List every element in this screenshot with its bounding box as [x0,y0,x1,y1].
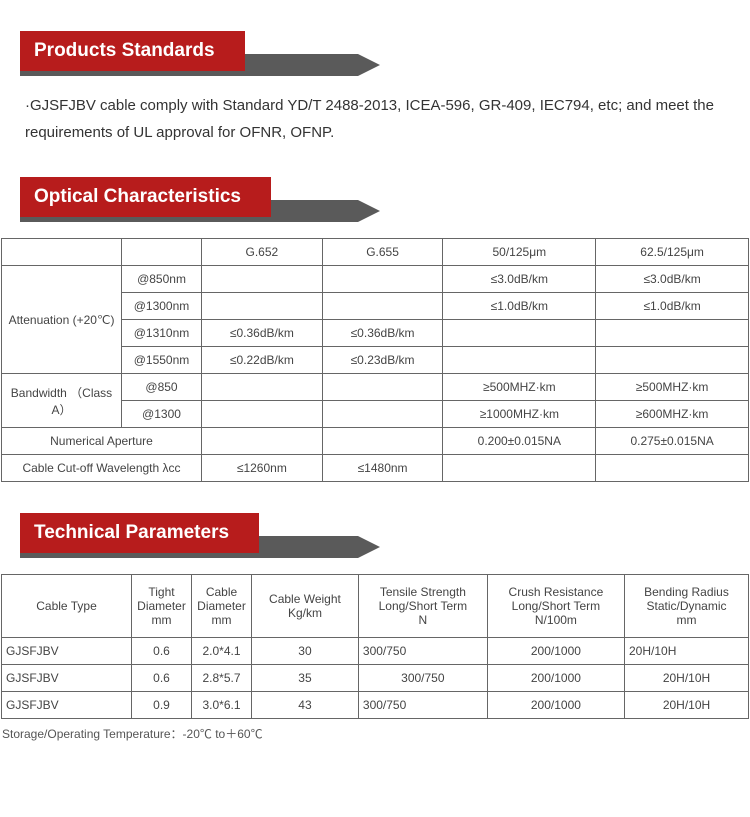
optical-title: Optical Characteristics [20,177,271,217]
technical-table: Cable Type Tight Diameter mm Cable Diame… [1,574,749,719]
table-cell [322,401,443,428]
table-cell: 3.0*6.1 [192,692,252,719]
table-cell: GJSFJBV [2,665,132,692]
table-cell [2,239,122,266]
table-header: Cable Diameter mm [192,575,252,638]
table-header: Cable Type [2,575,132,638]
table-row: Cable Cut-off Wavelength λcc ≤1260nm ≤14… [2,455,749,482]
table-cell: ≤3.0dB/km [596,266,749,293]
table-cell [122,239,202,266]
standards-header: Products Standards [20,30,750,72]
table-cell [596,320,749,347]
table-cell: 0.6 [132,638,192,665]
table-cell: ≤0.22dB/km [202,347,323,374]
table-cell: 2.0*4.1 [192,638,252,665]
table-cell: 35 [252,665,359,692]
table-cell: Bandwidth （Class A） [2,374,122,428]
table-cell [202,428,323,455]
table-cell: 30 [252,638,359,665]
table-cell: @850 [122,374,202,401]
table-cell: 0.9 [132,692,192,719]
table-cell [596,455,749,482]
table-cell: Cable Cut-off Wavelength λcc [2,455,202,482]
table-cell: Numerical Aperture [2,428,202,455]
table-cell: 43 [252,692,359,719]
technical-header: Technical Parameters [20,512,750,554]
optical-table: G.652 G.655 50/125μm 62.5/125μm Attenuat… [1,238,749,482]
table-cell: ≤1260nm [202,455,323,482]
table-row: GJSFJBV 0.9 3.0*6.1 43 300/750 200/1000 … [2,692,749,719]
table-cell: 300/750 [358,638,487,665]
table-cell: ≤1480nm [322,455,443,482]
table-cell: 300/750 [358,692,487,719]
table-cell: ≤1.0dB/km [443,293,596,320]
table-cell: G.652 [202,239,323,266]
table-header-row: Cable Type Tight Diameter mm Cable Diame… [2,575,749,638]
table-row: GJSFJBV 0.6 2.8*5.7 35 300/750 200/1000 … [2,665,749,692]
table-cell [443,347,596,374]
table-cell [202,374,323,401]
table-cell: ≤0.23dB/km [322,347,443,374]
standards-body: ·GJSFJBV cable comply with Standard YD/T… [25,92,725,146]
table-cell: GJSFJBV [2,692,132,719]
table-cell: 20H/10H [625,692,749,719]
table-cell: @1550nm [122,347,202,374]
table-cell: 200/1000 [487,638,624,665]
table-cell [322,374,443,401]
table-row: GJSFJBV 0.6 2.0*4.1 30 300/750 200/1000 … [2,638,749,665]
table-cell: ≥1000MHZ·km [443,401,596,428]
table-cell [322,266,443,293]
table-cell: 0.200±0.015NA [443,428,596,455]
table-cell [443,320,596,347]
table-cell: ≥600MHZ·km [596,401,749,428]
table-cell: @1310nm [122,320,202,347]
standards-title: Products Standards [20,31,245,71]
table-row: Numerical Aperture 0.200±0.015NA 0.275±0… [2,428,749,455]
table-row: Bandwidth （Class A） @850 ≥500MHZ·km ≥500… [2,374,749,401]
table-cell: 20H/10H [625,638,749,665]
optical-header: Optical Characteristics [20,176,750,218]
table-header: Crush Resistance Long/Short Term N/100m [487,575,624,638]
table-cell: @850nm [122,266,202,293]
table-cell: G.655 [322,239,443,266]
table-cell: 62.5/125μm [596,239,749,266]
table-header: Bending Radius Static/Dynamic mm [625,575,749,638]
table-cell: ≤0.36dB/km [202,320,323,347]
table-cell: 0.6 [132,665,192,692]
table-cell [202,266,323,293]
table-cell: ≥500MHZ·km [443,374,596,401]
table-cell [322,428,443,455]
table-cell: GJSFJBV [2,638,132,665]
table-header: Tight Diameter mm [132,575,192,638]
table-cell [202,401,323,428]
technical-title: Technical Parameters [20,513,259,553]
table-cell: 2.8*5.7 [192,665,252,692]
table-cell: 300/750 [358,665,487,692]
table-cell: @1300 [122,401,202,428]
table-cell: 200/1000 [487,665,624,692]
table-row: Attenuation (+20℃) @850nm ≤3.0dB/km ≤3.0… [2,266,749,293]
table-header-row: G.652 G.655 50/125μm 62.5/125μm [2,239,749,266]
table-cell: Attenuation (+20℃) [2,266,122,374]
table-cell [202,293,323,320]
table-cell: 0.275±0.015NA [596,428,749,455]
table-cell: 200/1000 [487,692,624,719]
table-cell: ≥500MHZ·km [596,374,749,401]
table-cell: ≤0.36dB/km [322,320,443,347]
table-cell [596,347,749,374]
table-cell [322,293,443,320]
technical-footnote: Storage/Operating Temperature：-20℃ to＋60… [2,725,748,742]
table-cell: ≤1.0dB/km [596,293,749,320]
table-cell: 20H/10H [625,665,749,692]
table-header: Cable Weight Kg/km [252,575,359,638]
table-cell: 50/125μm [443,239,596,266]
table-header: Tensile Strength Long/Short Term N [358,575,487,638]
table-cell [443,455,596,482]
table-cell: ≤3.0dB/km [443,266,596,293]
table-cell: @1300nm [122,293,202,320]
